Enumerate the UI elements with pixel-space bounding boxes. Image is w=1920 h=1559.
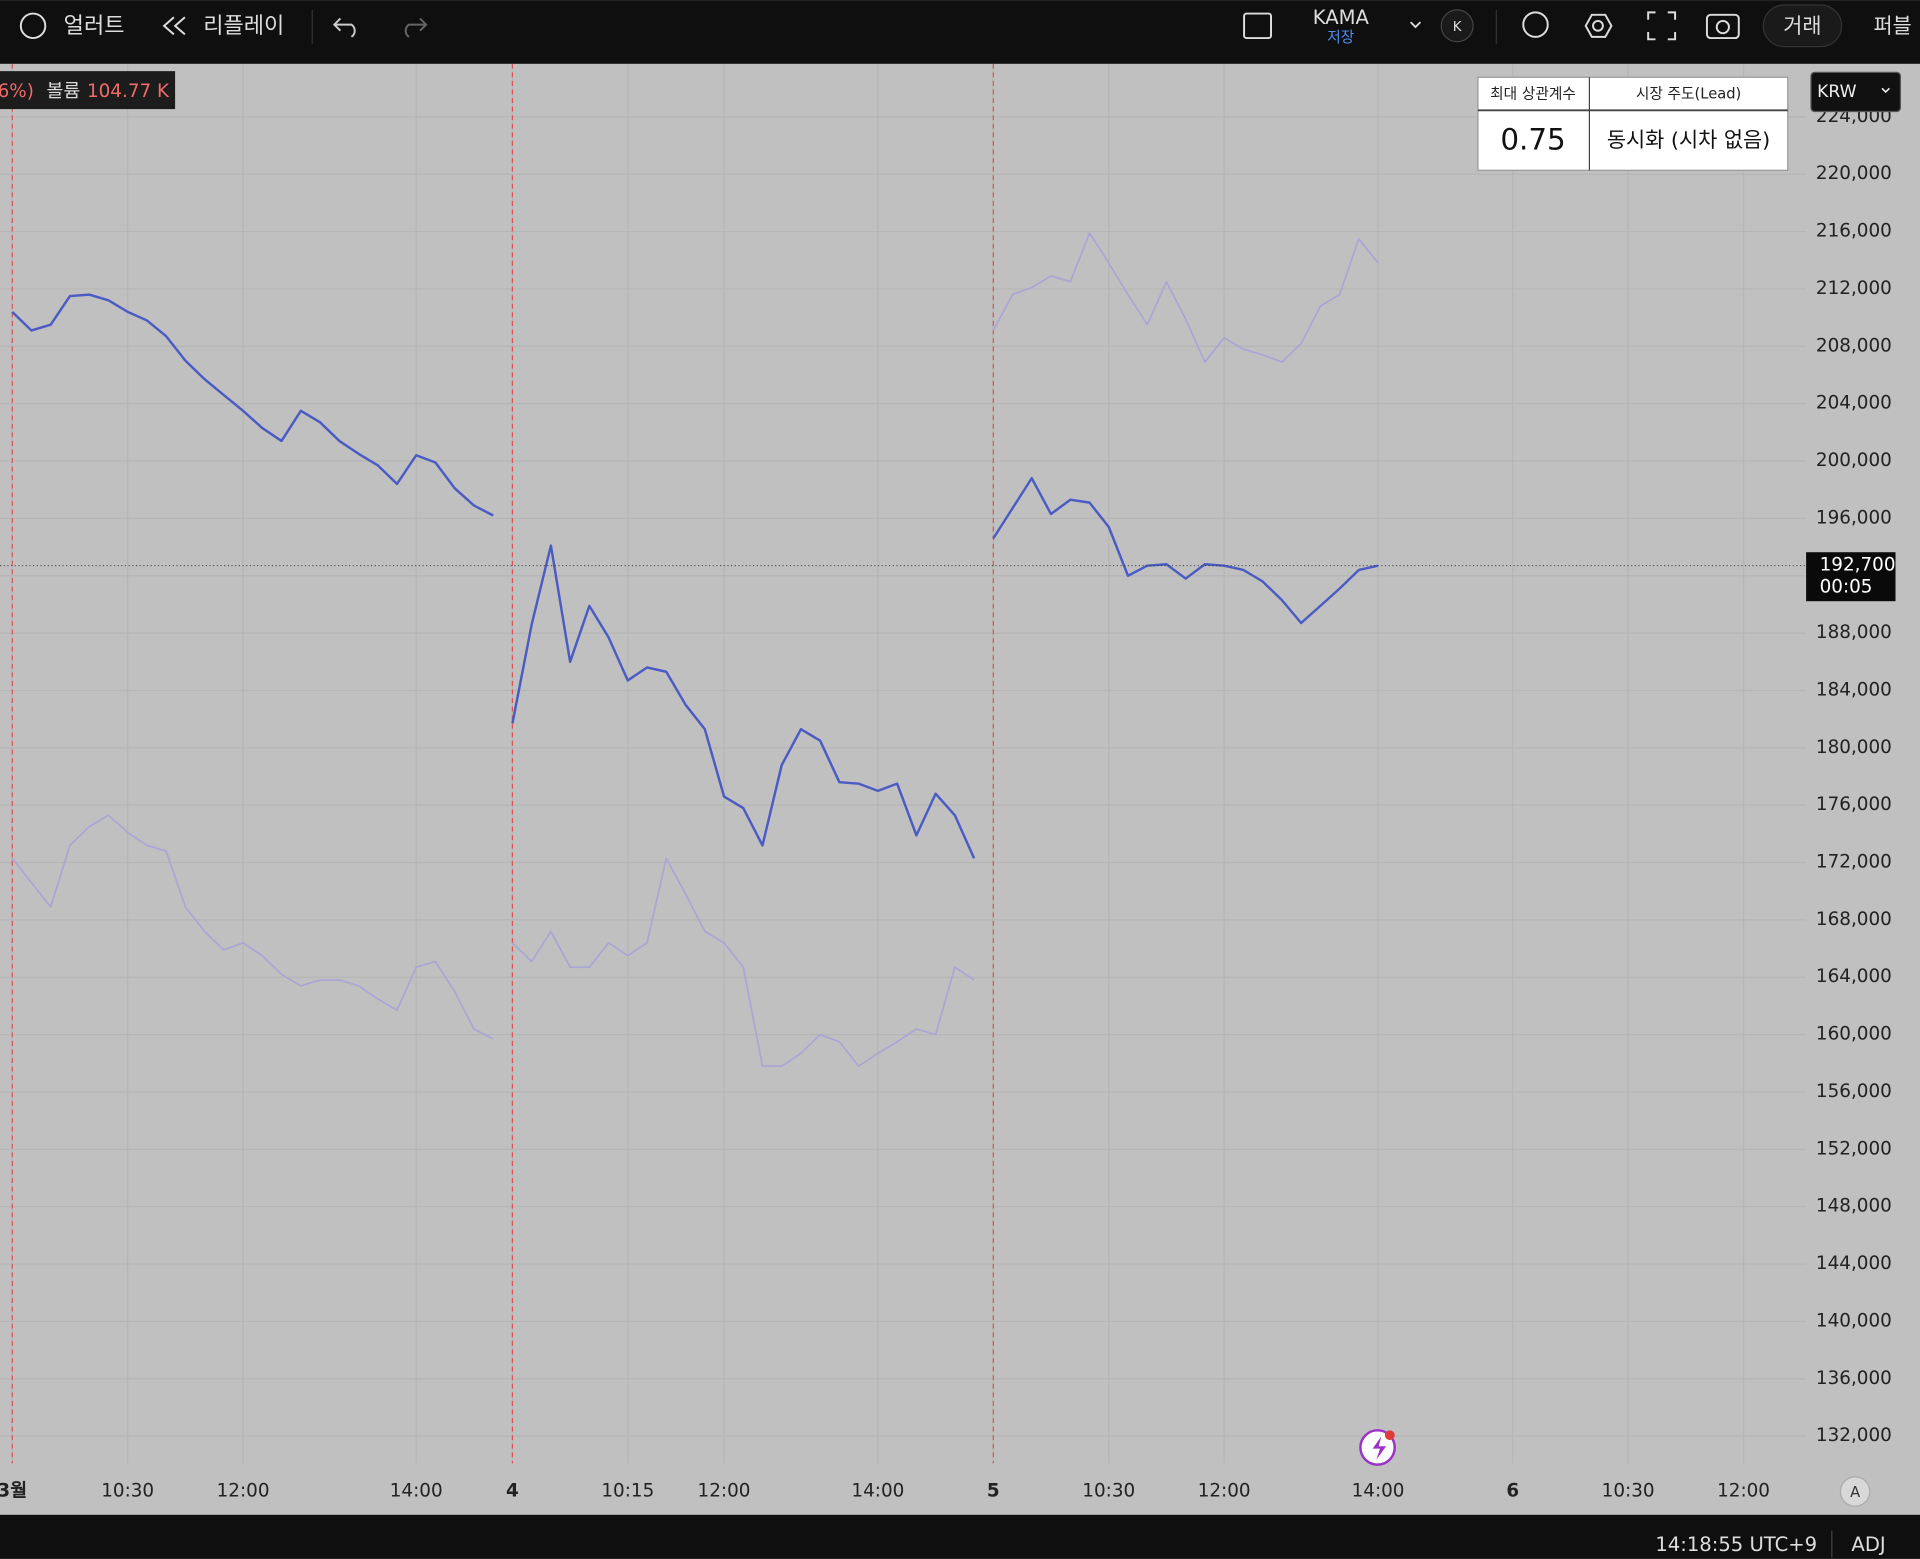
- x-tick-label: 5: [987, 1481, 1000, 1502]
- price-label-box: [1806, 552, 1896, 602]
- currency-caret: [1881, 87, 1890, 94]
- y-tick-label: 156,000: [1816, 1081, 1892, 1102]
- legend-volume-label: 볼륨: [47, 81, 81, 102]
- y-tick-label: 212,000: [1816, 278, 1892, 299]
- clock: 14:18:55 UTC+9: [1655, 1533, 1817, 1556]
- y-tick-label: 176,000: [1816, 794, 1892, 815]
- y-tick-label: 196,000: [1816, 507, 1892, 528]
- status-bar: [0, 1514, 1920, 1559]
- currency-button[interactable]: [1810, 71, 1902, 113]
- y-tick-label: 204,000: [1816, 393, 1892, 414]
- axes: 132,000 136,000 140,000 144,000 148,000 152,0…: [0, 106, 1896, 1502]
- layout-button[interactable]: [1243, 12, 1272, 40]
- price-line: [11, 293, 1379, 859]
- price-line: [11, 232, 1379, 1068]
- auto-scale-text: A: [1850, 1484, 1860, 1501]
- quick-search[interactable]: [1522, 11, 1549, 38]
- x-tick-label: 10:30: [1082, 1481, 1135, 1502]
- table-header: 시장 주도(Lead): [1636, 85, 1741, 102]
- legend-box: [0, 71, 176, 110]
- settings[interactable]: [1584, 13, 1613, 38]
- price-label: 192,700: [1820, 555, 1896, 576]
- y-tick-label: 168,000: [1816, 909, 1892, 930]
- countdown: 00:05: [1820, 577, 1873, 598]
- undo[interactable]: [332, 17, 356, 38]
- x-tick-label: 10:30: [1602, 1481, 1655, 1502]
- badge[interactable]: [1440, 9, 1474, 43]
- y-tick-label: 188,000: [1816, 622, 1892, 643]
- lightning-icon: [1372, 1436, 1387, 1460]
- alert-button[interactable]: 얼러트: [64, 14, 125, 39]
- y-tick-label: 200,000: [1816, 450, 1892, 471]
- trade-text: 거래: [1783, 14, 1821, 38]
- badge-text: K: [1453, 20, 1463, 35]
- fullscreen[interactable]: [1647, 11, 1677, 41]
- trade-button[interactable]: [1762, 4, 1843, 48]
- x-tick-label: 14:00: [390, 1481, 443, 1502]
- y-tick-label: 164,000: [1816, 966, 1892, 987]
- x-tick-label: 12:00: [1198, 1481, 1251, 1502]
- publish-button[interactable]: 퍼블: [1873, 14, 1911, 38]
- y-tick-label: 208,000: [1816, 335, 1892, 356]
- y-tick-label: 184,000: [1816, 679, 1892, 700]
- redo[interactable]: [404, 17, 428, 38]
- replay-icon[interactable]: [162, 16, 186, 36]
- y-tick-label: 160,000: [1816, 1024, 1892, 1045]
- y-tick-label: 220,000: [1816, 163, 1892, 184]
- notification-dot: [1384, 1430, 1395, 1441]
- adj[interactable]: ADJ: [1851, 1533, 1885, 1556]
- table-header: 최대 상관계수: [1490, 85, 1576, 102]
- correlation-table: [1477, 76, 1789, 171]
- snapshot[interactable]: [1705, 13, 1740, 40]
- y-tick-label: 152,000: [1816, 1138, 1892, 1159]
- x-tick-label: 12:00: [698, 1481, 751, 1502]
- replay-button[interactable]: 리플레이: [203, 14, 284, 39]
- x-tick-label: 12:00: [217, 1481, 270, 1502]
- x-tick-label: 4: [506, 1481, 519, 1502]
- lead-value: 동시화 (시차 없음): [1607, 128, 1770, 152]
- settings-dot: [1592, 19, 1604, 32]
- save-button[interactable]: 저장: [1327, 29, 1354, 46]
- x-tick-label: 6: [1506, 1481, 1519, 1502]
- x-tick-label: 10:15: [601, 1481, 654, 1502]
- x-tick-label: 14:00: [1352, 1481, 1405, 1502]
- correlation-value: 0.75: [1500, 122, 1565, 156]
- y-tick-label: 140,000: [1816, 1310, 1892, 1331]
- alert-icon[interactable]: [19, 12, 47, 40]
- y-tick-label: 148,000: [1816, 1196, 1892, 1217]
- x-tick-label: 14:00: [851, 1481, 904, 1502]
- indicator-name[interactable]: KAMA: [1313, 6, 1370, 29]
- toolbar: [0, 0, 1920, 64]
- y-tick-label: 132,000: [1816, 1425, 1892, 1446]
- grid: [0, 63, 1807, 1464]
- legend-change: 6%): [0, 81, 34, 102]
- y-tick-label: 172,000: [1816, 852, 1892, 873]
- currency: KRW: [1817, 82, 1856, 102]
- y-tick-label: 144,000: [1816, 1253, 1892, 1274]
- y-tick-label: 136,000: [1816, 1368, 1892, 1389]
- x-tick-label: 3월: [0, 1481, 27, 1502]
- snapshot-lens: [1715, 19, 1730, 35]
- legend-volume: 104.77 K: [87, 81, 170, 102]
- auto-scale[interactable]: [1839, 1476, 1871, 1507]
- y-tick-label: 180,000: [1816, 737, 1892, 758]
- dropdown[interactable]: [1409, 21, 1422, 29]
- x-tick-label: 12:00: [1717, 1481, 1770, 1502]
- x-tick-label: 10:30: [101, 1481, 154, 1502]
- plot: [0, 232, 1807, 1068]
- y-tick-label: 216,000: [1816, 221, 1892, 242]
